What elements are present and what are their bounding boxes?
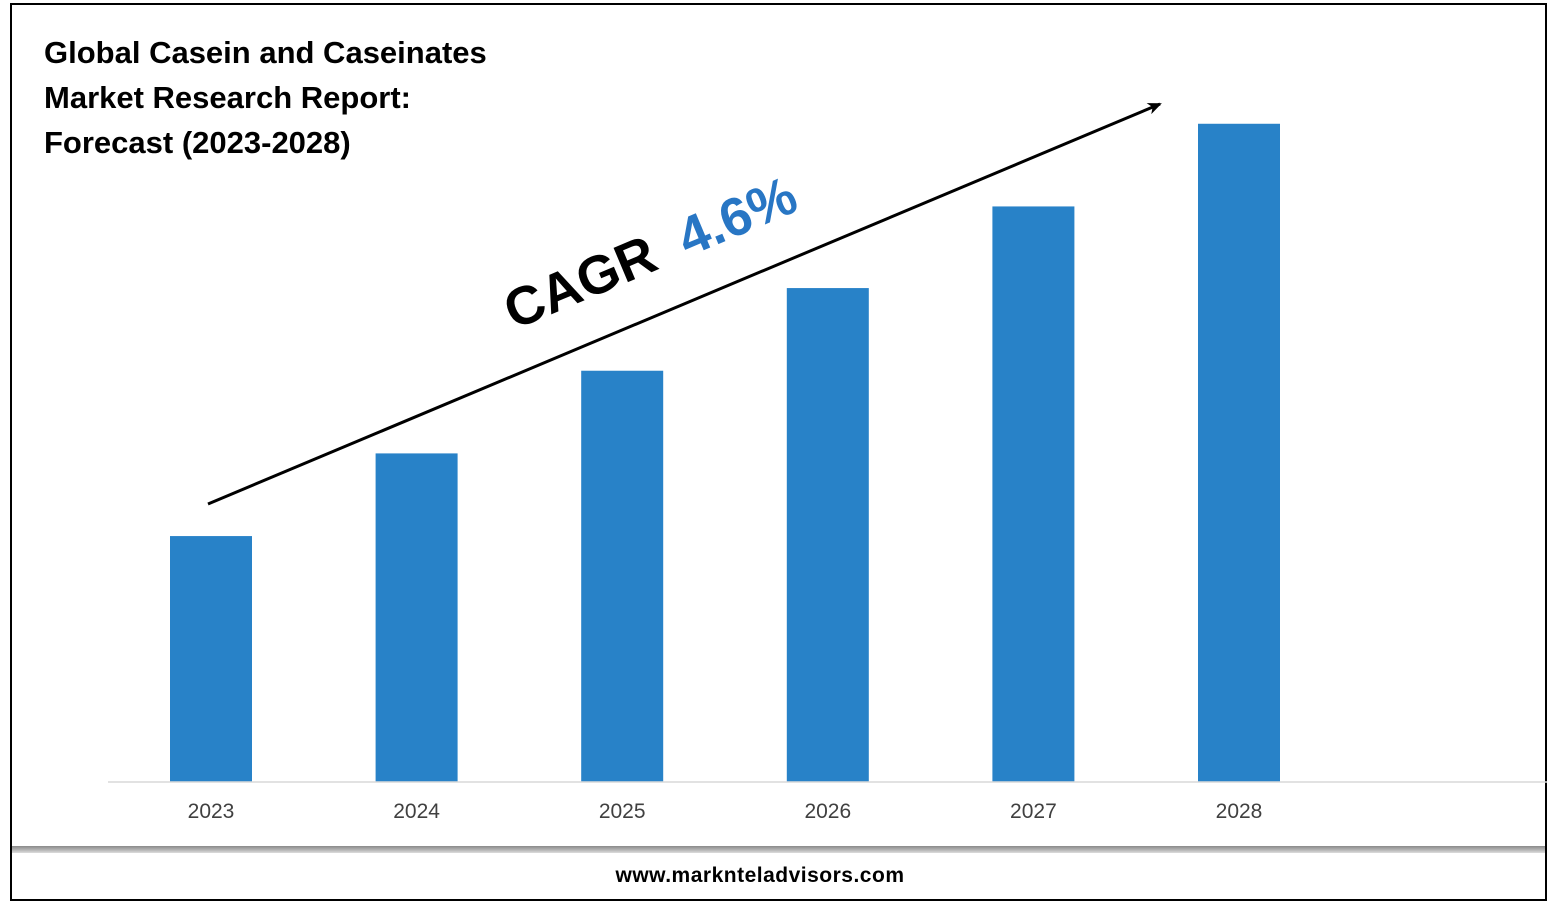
x-tick-label-2026: 2026 [804, 800, 851, 823]
bar-2025 [581, 370, 664, 782]
x-tick-label-2023: 2023 [188, 800, 235, 823]
bar-2024 [375, 453, 458, 782]
x-tick-labels: 2023 2024 2025 2026 2027 2028 [188, 800, 1263, 823]
x-tick-label-2024: 2024 [393, 800, 440, 823]
title-line-2: Market Research Report: [44, 80, 411, 115]
x-tick-label-2025: 2025 [599, 800, 646, 823]
bar-2027 [992, 206, 1075, 782]
x-tick-label-2027: 2027 [1010, 800, 1057, 823]
footer-divider [12, 846, 1545, 853]
chart-frame [10, 3, 1547, 901]
x-tick-label-2028: 2028 [1216, 800, 1263, 823]
title-line-1: Global Casein and Caseinates [44, 35, 487, 70]
bars-group [170, 123, 1280, 783]
bar-2026 [786, 288, 869, 782]
bar-2023 [170, 536, 252, 782]
chart-title: Global Casein and Caseinates Market Rese… [44, 30, 487, 165]
bar-2028 [1198, 123, 1280, 783]
trend-arrow [207, 102, 1162, 506]
cagr-value: 4.6% [669, 165, 806, 268]
title-line-3: Forecast (2023-2028) [44, 125, 351, 160]
website-url: www.marknteladvisors.com [615, 864, 905, 887]
cagr-annotation: CAGR 4.6% [495, 165, 805, 341]
